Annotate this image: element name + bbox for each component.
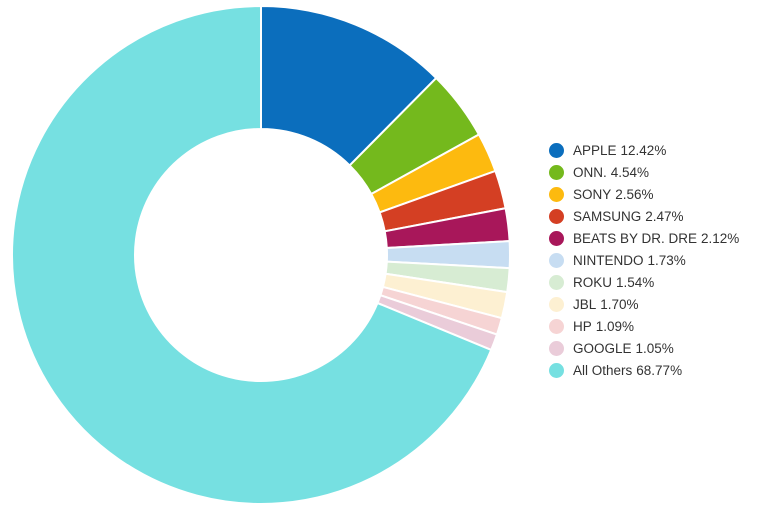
- legend-item-google: GOOGLE 1.05%: [549, 337, 759, 359]
- legend-swatch: [549, 318, 564, 334]
- legend-label: JBL 1.70%: [573, 297, 639, 312]
- legend-label-percent: 68.77%: [636, 362, 683, 378]
- legend-label: BEATS BY DR. DRE 2.12%: [573, 231, 739, 246]
- legend-label-percent: 2.56%: [615, 186, 654, 202]
- legend-label-name: ROKU: [573, 274, 613, 290]
- legend-item-roku: ROKU 1.54%: [549, 271, 759, 293]
- legend-label-percent: 1.05%: [635, 340, 674, 356]
- legend-label-name: NINTENDO: [573, 252, 644, 268]
- legend: APPLE 12.42% ONN. 4.54% SONY 2.56% SAMSUNG 2.47…: [549, 139, 759, 381]
- legend-item-onn: ONN. 4.54%: [549, 161, 759, 183]
- legend-label-name: SAMSUNG: [573, 208, 642, 224]
- legend-label-percent: 2.47%: [645, 208, 684, 224]
- legend-swatch: [549, 208, 564, 224]
- legend-label-percent: 1.73%: [647, 252, 686, 268]
- legend-label: SAMSUNG 2.47%: [573, 209, 684, 224]
- legend-label-percent: 1.70%: [600, 296, 639, 312]
- legend-item-beats-by-dr-dre: BEATS BY DR. DRE 2.12%: [549, 227, 759, 249]
- legend-label-percent: 4.54%: [610, 164, 650, 180]
- legend-item-nintendo: NINTENDO 1.73%: [549, 249, 759, 271]
- legend-label-name: HP: [573, 318, 592, 334]
- legend-swatch: [549, 340, 564, 356]
- slice-all-others: [11, 4, 493, 505]
- legend-label-percent: 2.12%: [701, 230, 740, 246]
- legend-item-jbl: JBL 1.70%: [549, 293, 759, 315]
- legend-label-name: JBL: [573, 296, 597, 312]
- legend-label-name: GOOGLE: [573, 340, 632, 356]
- legend-label: SONY 2.56%: [573, 187, 654, 202]
- legend-label-name: APPLE: [573, 142, 617, 158]
- legend-swatch: [549, 274, 564, 290]
- legend-label-name: BEATS BY DR. DRE: [573, 230, 698, 246]
- legend-label: NINTENDO 1.73%: [573, 253, 686, 268]
- legend-swatch: [549, 164, 564, 180]
- legend-label-name: All Others: [573, 362, 633, 378]
- legend-item-hp: HP 1.09%: [549, 315, 759, 337]
- legend-label-name: ONN.: [573, 164, 607, 180]
- legend-label-name: SONY: [573, 186, 612, 202]
- legend-swatch: [549, 296, 564, 312]
- legend-label: GOOGLE 1.05%: [573, 341, 674, 356]
- legend-swatch: [549, 142, 564, 158]
- legend-item-samsung: SAMSUNG 2.47%: [549, 205, 759, 227]
- legend-swatch: [549, 252, 564, 268]
- legend-label-percent: 1.09%: [595, 318, 635, 334]
- legend-label: APPLE 12.42%: [573, 143, 666, 158]
- legend-label: HP 1.09%: [573, 319, 634, 334]
- legend-swatch: [549, 230, 564, 246]
- legend-label: ROKU 1.54%: [573, 275, 654, 290]
- legend-label-percent: 12.42%: [620, 142, 667, 158]
- legend-item-sony: SONY 2.56%: [549, 183, 759, 205]
- legend-item-all-others: All Others 68.77%: [549, 359, 759, 381]
- legend-label: ONN. 4.54%: [573, 165, 649, 180]
- legend-swatch: [549, 186, 564, 202]
- legend-item-apple: APPLE 12.42%: [549, 139, 759, 161]
- legend-label-percent: 1.54%: [616, 274, 655, 290]
- legend-label: All Others 68.77%: [573, 363, 682, 378]
- legend-swatch: [549, 362, 564, 378]
